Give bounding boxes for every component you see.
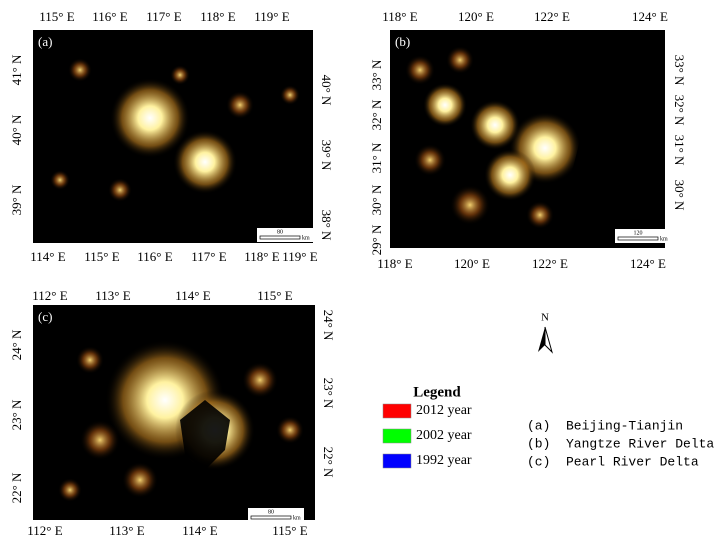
scale-bar [260, 236, 300, 239]
light-area [446, 46, 474, 74]
scale-label: 80 [277, 229, 283, 235]
region-note: (b) Yangtze River Delta [527, 436, 714, 451]
right-tick-label: 24° N [321, 310, 336, 341]
top-tick-label: 117° E [146, 9, 181, 24]
scale-unit: km [660, 236, 668, 242]
top-tick-label: 115° E [257, 288, 292, 303]
right-tick-label: 31° N [672, 135, 687, 166]
bottom-tick-label: 118° E [377, 256, 412, 271]
bottom-tick-label: 113° E [109, 523, 144, 538]
bottom-tick-label: 114° E [182, 523, 217, 538]
bottom-tick-label: 120° E [454, 256, 490, 271]
scale-bar [251, 516, 291, 519]
region-note: (a) Beijing-Tianjin [527, 418, 683, 433]
legend-label: 2012 year [416, 403, 472, 418]
light-area [173, 130, 237, 194]
left-tick-label: 32° N [369, 99, 384, 130]
light-area [242, 362, 278, 398]
right-tick-label: 32° N [672, 95, 687, 126]
light-area [50, 170, 70, 190]
right-tick-label: 38° N [319, 210, 334, 241]
panel-label: (c) [38, 309, 52, 324]
left-tick-label: 31° N [369, 142, 384, 173]
light-area [170, 65, 190, 85]
legend-swatch [383, 429, 411, 443]
top-tick-label: 124° E [632, 9, 668, 24]
scale-label: 120 [634, 230, 643, 236]
light-area [405, 55, 435, 85]
legend-swatch [383, 454, 411, 468]
light-area [526, 201, 554, 229]
left-tick-label: 40° N [9, 114, 24, 145]
scale-unit: km [302, 235, 310, 241]
top-tick-label: 118° E [382, 9, 417, 24]
light-area [58, 478, 82, 502]
light-area [68, 58, 92, 82]
light-area [76, 346, 104, 374]
light-area [108, 178, 132, 202]
right-tick-label: 23° N [321, 378, 336, 409]
left-tick-label: 29° N [369, 224, 384, 255]
top-tick-label: 118° E [200, 9, 235, 24]
light-area [122, 462, 158, 498]
figure: N Legend (a)115° E116° E117° E118° E119°… [0, 0, 726, 540]
light-area [484, 149, 536, 201]
top-tick-label: 122° E [534, 9, 570, 24]
light-area [276, 416, 304, 444]
bottom-tick-label: 119° E [282, 249, 317, 264]
top-tick-label: 115° E [39, 9, 74, 24]
bottom-tick-label: 122° E [532, 256, 568, 271]
scale-label: 80 [268, 509, 274, 515]
light-area [470, 100, 520, 150]
right-tick-label: 33° N [672, 55, 687, 86]
bottom-tick-label: 118° E [244, 249, 279, 264]
right-tick-label: 30° N [672, 180, 687, 211]
bottom-tick-label: 116° E [137, 249, 172, 264]
left-tick-label: 23° N [9, 399, 24, 430]
north-label: N [541, 312, 549, 324]
left-tick-label: 22° N [9, 472, 24, 503]
left-tick-label: 30° N [369, 184, 384, 215]
scale-bar [618, 237, 658, 240]
legend-title: Legend [413, 384, 461, 400]
light-area [423, 83, 467, 127]
bottom-tick-label: 112° E [27, 523, 62, 538]
legend-label: 1992 year [416, 453, 472, 468]
top-tick-label: 113° E [95, 288, 130, 303]
top-tick-label: 120° E [458, 9, 494, 24]
scale-unit: km [293, 515, 301, 521]
light-area [80, 420, 120, 460]
top-tick-label: 112° E [32, 288, 67, 303]
legend-label: 2002 year [416, 428, 472, 443]
right-tick-label: 40° N [319, 75, 334, 106]
top-tick-label: 116° E [92, 9, 127, 24]
light-area [226, 91, 254, 119]
bottom-tick-label: 115° E [84, 249, 119, 264]
legend-swatch [383, 404, 411, 418]
bottom-tick-label: 124° E [630, 256, 666, 271]
left-tick-label: 39° N [9, 184, 24, 215]
left-tick-label: 33° N [369, 59, 384, 90]
north-arrow [538, 327, 545, 352]
top-tick-label: 114° E [175, 288, 210, 303]
panel-label: (b) [395, 34, 410, 49]
top-tick-label: 119° E [254, 9, 289, 24]
bottom-tick-label: 115° E [272, 523, 307, 538]
right-tick-label: 39° N [319, 140, 334, 171]
light-area [280, 85, 300, 105]
bottom-tick-label: 114° E [30, 249, 65, 264]
left-tick-label: 24° N [9, 329, 24, 360]
panel-label: (a) [38, 34, 52, 49]
left-tick-label: 41° N [9, 54, 24, 85]
north-arrow [545, 327, 552, 352]
light-area [414, 144, 446, 176]
light-area [450, 185, 490, 225]
region-note: (c) Pearl River Delta [527, 454, 699, 469]
right-tick-label: 22° N [321, 447, 336, 478]
bottom-tick-label: 117° E [191, 249, 226, 264]
